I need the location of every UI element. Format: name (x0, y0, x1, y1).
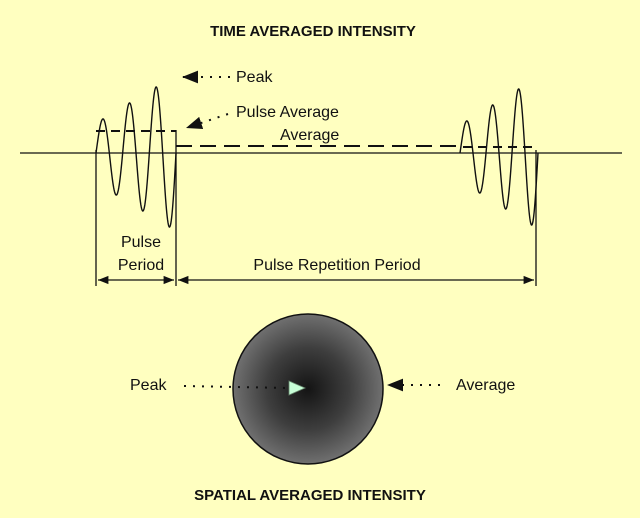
spatial-average-label: Average (456, 377, 515, 394)
pulse-wave-left (95, 86, 177, 228)
average-label: Average (280, 127, 339, 144)
pulse-period-label-line1: Pulse (121, 234, 161, 251)
beam-cross-section (232, 313, 384, 465)
spatial-peak-label: Peak (130, 377, 167, 394)
spatial-peak-arrowhead (288, 380, 306, 396)
pulse-average-label: Pulse Average (236, 104, 339, 121)
pulse-repetition-period-label: Pulse Repetition Period (253, 257, 420, 274)
pulse-period-label-line2: Period (118, 257, 164, 274)
time-averaged-title: TIME AVERAGED INTENSITY (210, 23, 416, 40)
pulse-wave-right (459, 88, 539, 226)
peak-label: Peak (236, 69, 273, 86)
spatial-averaged-title: SPATIAL AVERAGED INTENSITY (194, 487, 426, 504)
pulse-average-pointer (185, 113, 229, 130)
